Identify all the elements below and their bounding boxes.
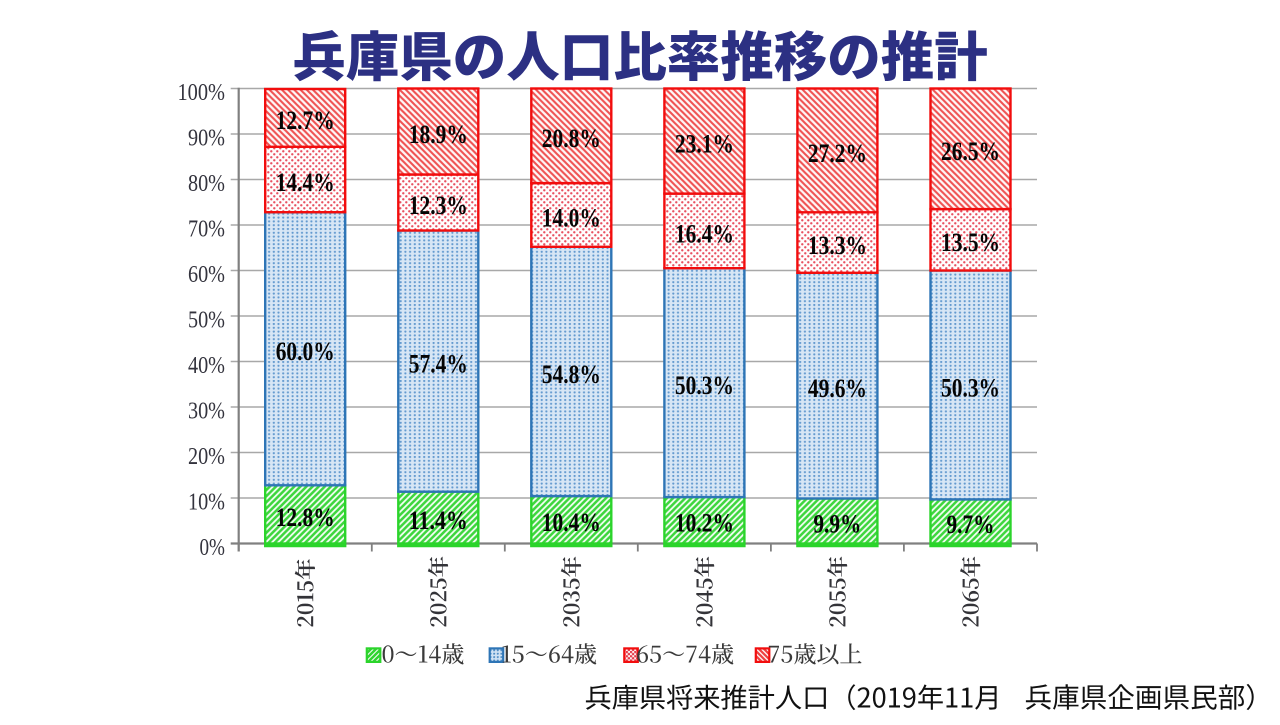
svg-text:27.2%: 27.2% [808, 139, 867, 168]
svg-text:54.8%: 54.8% [542, 360, 601, 389]
svg-text:26.5%: 26.5% [941, 137, 1000, 166]
svg-text:16.4%: 16.4% [675, 219, 734, 248]
svg-text:20.8%: 20.8% [542, 124, 601, 153]
svg-text:50.3%: 50.3% [941, 373, 1000, 402]
svg-text:100%: 100% [178, 79, 226, 106]
svg-text:12.7%: 12.7% [276, 106, 335, 135]
svg-text:30%: 30% [188, 397, 225, 424]
svg-text:10.2%: 10.2% [675, 509, 734, 538]
svg-text:50.3%: 50.3% [675, 371, 734, 400]
svg-text:49.6%: 49.6% [808, 374, 867, 403]
svg-text:12.3%: 12.3% [409, 191, 468, 220]
svg-text:9.9%: 9.9% [813, 509, 861, 538]
svg-text:13.3%: 13.3% [808, 231, 867, 260]
svg-text:11.4%: 11.4% [409, 506, 468, 535]
svg-text:13.5%: 13.5% [941, 228, 1000, 257]
svg-text:40%: 40% [188, 352, 225, 379]
svg-text:9.7%: 9.7% [947, 510, 995, 539]
svg-text:14.4%: 14.4% [276, 168, 335, 197]
svg-text:10%: 10% [188, 488, 225, 515]
svg-text:14.0%: 14.0% [542, 203, 601, 232]
svg-text:23.1%: 23.1% [675, 130, 734, 159]
svg-text:12.8%: 12.8% [276, 503, 335, 532]
svg-text:0%: 0% [200, 534, 226, 561]
svg-text:57.4%: 57.4% [409, 349, 468, 378]
svg-text:18.9%: 18.9% [409, 120, 468, 149]
svg-text:60%: 60% [188, 261, 225, 288]
svg-text:60.0%: 60.0% [276, 337, 335, 366]
svg-text:10.4%: 10.4% [542, 508, 601, 537]
svg-text:80%: 80% [188, 170, 225, 197]
svg-text:90%: 90% [188, 124, 225, 151]
svg-text:20%: 20% [188, 443, 225, 470]
svg-text:50%: 50% [188, 306, 225, 333]
svg-text:70%: 70% [188, 215, 225, 242]
